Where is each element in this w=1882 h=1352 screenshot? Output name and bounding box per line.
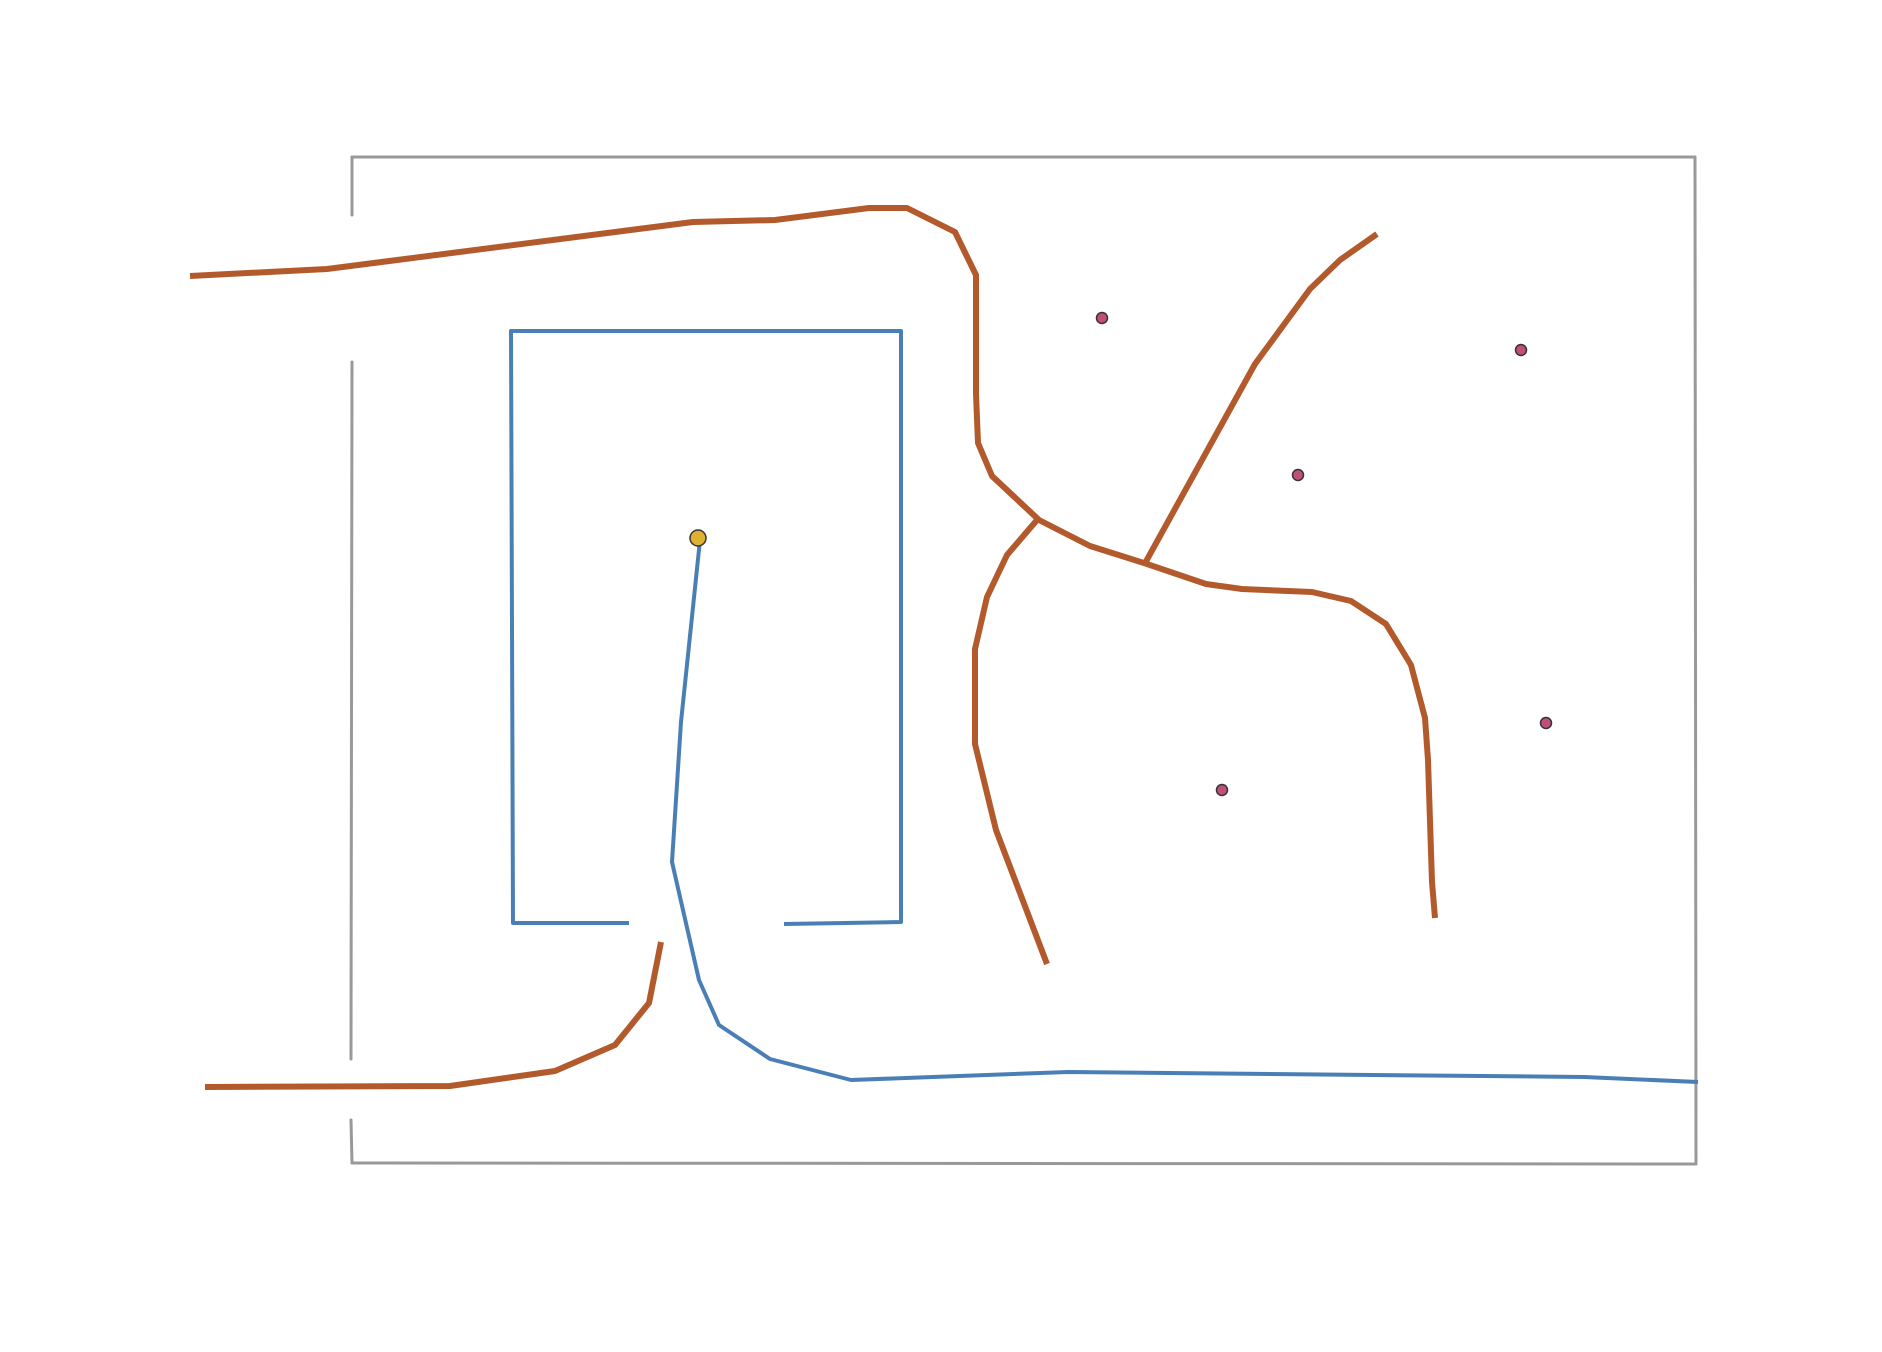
road-southwest — [204, 941, 664, 1090]
poi-marker-3 — [1291, 468, 1305, 482]
poi-marker-2 — [1514, 343, 1528, 357]
start-marker — [689, 529, 707, 547]
outer-boundary-left-middle — [349, 360, 354, 1061]
road-south-branch — [972, 518, 1050, 966]
road-northeast — [1141, 231, 1379, 567]
walking-route — [670, 539, 1699, 1084]
outer-boundary-left-lower — [349, 1118, 354, 1165]
inner-enclosure-wall — [509, 329, 903, 926]
outer-boundary-right — [1693, 155, 1698, 1166]
road-north — [189, 205, 1438, 919]
poi-marker-5 — [1215, 783, 1229, 797]
outer-boundary-bottom — [350, 1161, 1698, 1166]
poi-marker-4 — [1539, 716, 1553, 730]
poi-marker-1 — [1095, 311, 1109, 325]
